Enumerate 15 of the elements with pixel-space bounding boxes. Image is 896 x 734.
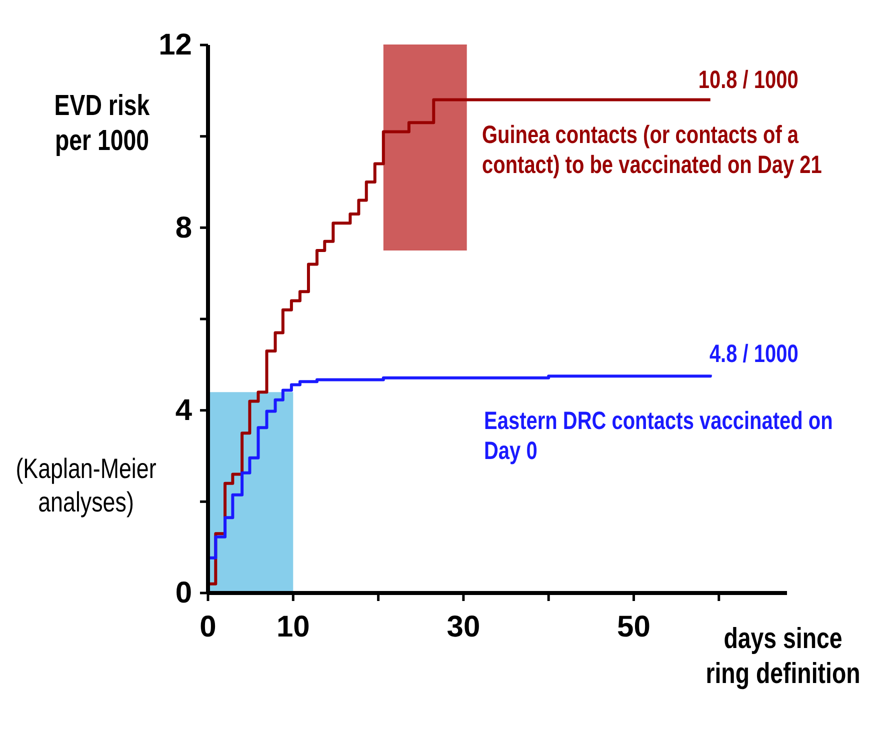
x-axis-title: days since ring definition bbox=[706, 621, 860, 690]
y-tick-label: 12 bbox=[158, 28, 192, 62]
x-tick-label: 50 bbox=[617, 610, 650, 644]
y-axis-title: EVD risk per 1000 bbox=[54, 88, 150, 156]
x-tick-label: 0 bbox=[200, 610, 216, 644]
x-tick-label: 30 bbox=[446, 610, 480, 644]
y-tick-label: 0 bbox=[175, 576, 192, 610]
x-tick-label: 10 bbox=[276, 610, 310, 644]
annotation: 4.8 / 1000 bbox=[709, 340, 798, 368]
series-label: Eastern DRC contacts vaccinated on Day 0 bbox=[484, 406, 833, 465]
y-tick-label: 4 bbox=[175, 394, 192, 427]
annotation: 10.8 / 1000 bbox=[698, 66, 798, 94]
text: (Kaplan-Meier analyses) bbox=[16, 454, 157, 518]
y-tick-label: 8 bbox=[175, 211, 192, 244]
series-label: Guinea contacts (or contacts of a contact) to be vaccinated on Day 21 bbox=[482, 120, 822, 179]
